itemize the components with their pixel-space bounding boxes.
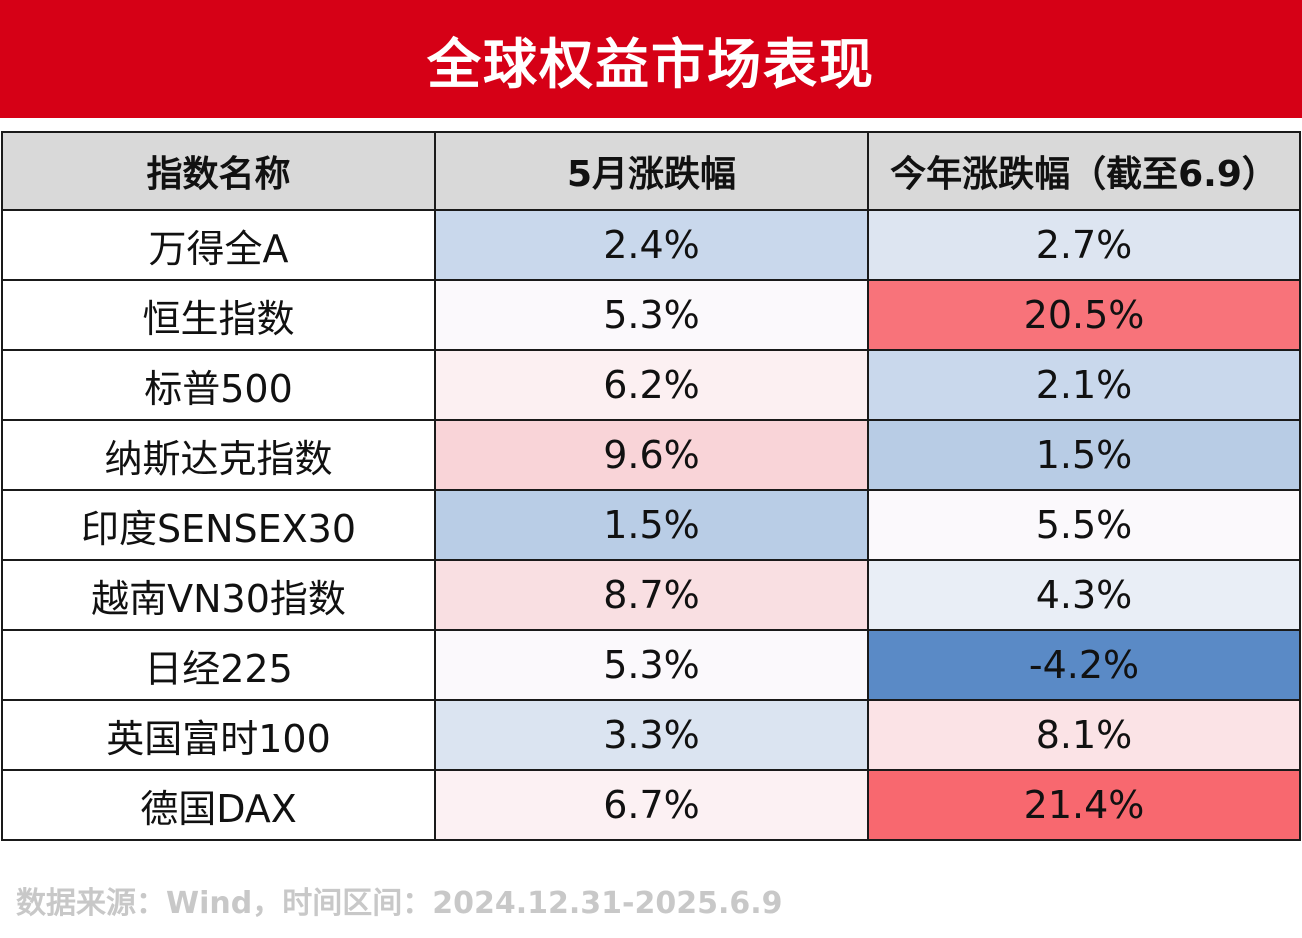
title-banner: 全球权益市场表现 — [0, 0, 1302, 118]
source-note: 数据来源：Wind，时间区间：2024.12.31-2025.6.9 — [16, 886, 783, 921]
may-change-cell: 6.7% — [434, 769, 869, 841]
index-name-cell: 英国富时100 — [1, 699, 436, 771]
table-row: 日经225 5.3% -4.2% — [1, 629, 1301, 701]
column-header-may-change: 5月涨跌幅 — [434, 131, 869, 211]
index-name-cell: 恒生指数 — [1, 279, 436, 351]
index-name-cell: 印度SENSEX30 — [1, 489, 436, 561]
may-change-cell: 5.3% — [434, 279, 869, 351]
may-change-cell: 5.3% — [434, 629, 869, 701]
ytd-change-cell: 8.1% — [867, 699, 1301, 771]
table-row: 标普500 6.2% 2.1% — [1, 349, 1301, 421]
may-change-cell: 9.6% — [434, 419, 869, 491]
ytd-change-cell: 1.5% — [867, 419, 1301, 491]
page-title: 全球权益市场表现 — [427, 32, 875, 96]
may-change-cell: 6.2% — [434, 349, 869, 421]
table-row: 恒生指数 5.3% 20.5% — [1, 279, 1301, 351]
index-name-cell: 日经225 — [1, 629, 436, 701]
column-header-ytd-change: 今年涨跌幅（截至6.9） — [867, 131, 1301, 211]
ytd-change-cell: 2.7% — [867, 209, 1301, 281]
index-name-cell: 纳斯达克指数 — [1, 419, 436, 491]
table-row: 纳斯达克指数 9.6% 1.5% — [1, 419, 1301, 491]
table-row: 万得全A 2.4% 2.7% — [1, 209, 1301, 281]
table-header-row: 指数名称 5月涨跌幅 今年涨跌幅（截至6.9） — [1, 131, 1301, 211]
ytd-change-cell: 20.5% — [867, 279, 1301, 351]
may-change-cell: 1.5% — [434, 489, 869, 561]
may-change-cell: 8.7% — [434, 559, 869, 631]
ytd-change-cell: 5.5% — [867, 489, 1301, 561]
index-name-cell: 德国DAX — [1, 769, 436, 841]
ytd-change-cell: 4.3% — [867, 559, 1301, 631]
column-header-index-name: 指数名称 — [1, 131, 436, 211]
index-name-cell: 万得全A — [1, 209, 436, 281]
ytd-change-cell: 21.4% — [867, 769, 1301, 841]
ytd-change-cell: 2.1% — [867, 349, 1301, 421]
may-change-cell: 2.4% — [434, 209, 869, 281]
may-change-cell: 3.3% — [434, 699, 869, 771]
table-row: 德国DAX 6.7% 21.4% — [1, 769, 1301, 841]
table-body: 万得全A 2.4% 2.7% 恒生指数 5.3% 20.5% 标普500 6.2% 2.1% 纳斯… — [1, 209, 1301, 841]
index-name-cell: 越南VN30指数 — [1, 559, 436, 631]
market-performance-table: 指数名称 5月涨跌幅 今年涨跌幅（截至6.9） 万得全A 2.4% 2.7% 恒生指数… — [1, 131, 1301, 841]
table-row: 英国富时100 3.3% 8.1% — [1, 699, 1301, 771]
ytd-change-cell: -4.2% — [867, 629, 1301, 701]
table-row: 越南VN30指数 8.7% 4.3% — [1, 559, 1301, 631]
index-name-cell: 标普500 — [1, 349, 436, 421]
table-row: 印度SENSEX30 1.5% 5.5% — [1, 489, 1301, 561]
